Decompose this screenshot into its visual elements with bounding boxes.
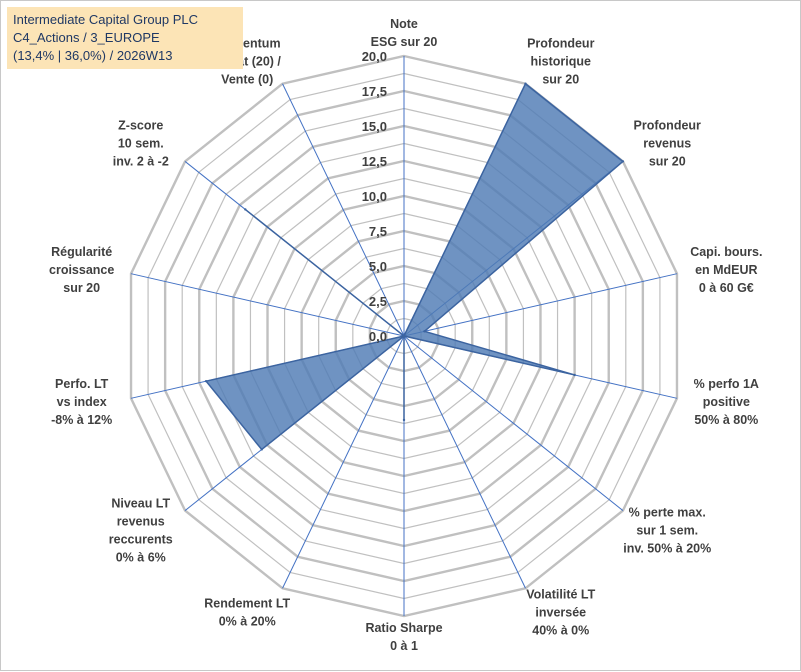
data-point [573, 373, 576, 377]
axis-label: Z-score 10 sem. inv. 2 à -2 [113, 118, 169, 168]
axis-label: Note ESG sur 20 [371, 17, 438, 49]
tick-label: 10,0 [362, 189, 387, 204]
tick-label: 0,0 [369, 329, 387, 344]
data-point [402, 334, 406, 338]
axis-spoke [282, 335, 405, 589]
axis-label: Volatilité LT inversée 40% à 0% [526, 588, 595, 638]
axis-label: Niveau LT revenus reccurents 0% à 6% [109, 497, 173, 565]
data-point [260, 448, 263, 451]
category-line: C4_Actions / 3_EUROPE [13, 30, 160, 45]
axis-label: Profondeur revenus sur 20 [634, 118, 701, 168]
tick-label: 7,5 [369, 224, 387, 239]
axis-label: Profondeur historique sur 20 [527, 36, 594, 86]
data-point [204, 379, 208, 383]
tick-label: 15,0 [362, 119, 387, 134]
axis-label: % perte max. sur 1 sem. inv. 50% à 20% [623, 506, 711, 556]
tick-label: 17,5 [362, 84, 387, 99]
axis-spoke [403, 335, 526, 589]
data-point [621, 160, 625, 163]
data-series [204, 82, 625, 451]
axis-label: Ratio Sharpe 0 à 1 [365, 621, 442, 653]
axis-label: % perfo 1A positive 50% à 80% [694, 377, 759, 427]
company-name: Intermediate Capital Group PLC [13, 12, 198, 27]
axis-label: Rendement LT 0% à 20% [204, 597, 290, 629]
tick-label: 5,0 [369, 259, 387, 274]
tick-labels: 0,0 2,5 5,0 7,5 10,0 12,5 15,0 17,5 20,0 [362, 49, 387, 344]
data-point [423, 330, 426, 333]
data-point [402, 418, 406, 422]
axis-label: Perfo. LT vs index -8% à 12% [51, 377, 112, 427]
tick-label: 2,5 [369, 294, 387, 309]
tick-label: 12,5 [362, 154, 387, 169]
stats-line: (13,4% | 36,0%) / 2026W13 [13, 48, 173, 63]
tick-label: 20,0 [362, 49, 387, 64]
data-point [244, 208, 247, 211]
axis-label: Régularité croissance sur 20 [49, 245, 114, 295]
axis-spoke [403, 273, 678, 337]
info-box: Intermediate Capital Group PLC C4_Action… [7, 7, 243, 69]
axis-spoke [403, 335, 624, 511]
axis-spoke [282, 83, 405, 337]
data-point [524, 82, 527, 85]
axis-label: Capi. bours. en MdEUR 0 à 60 G€ [690, 245, 762, 295]
axis-spoke [130, 273, 405, 337]
